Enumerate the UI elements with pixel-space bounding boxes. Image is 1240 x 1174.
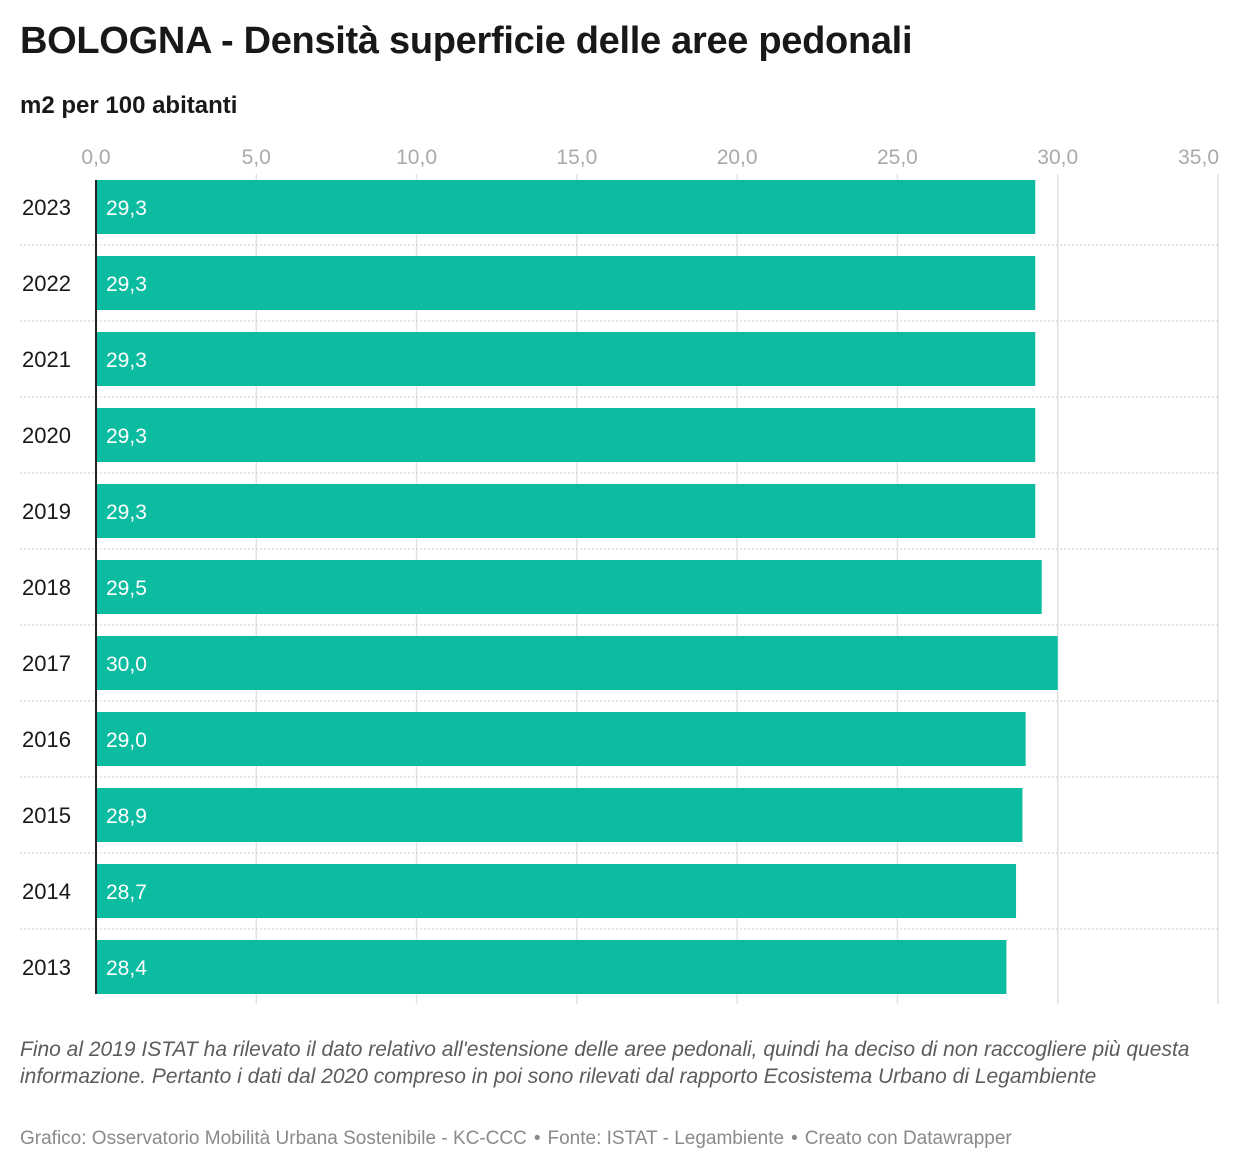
footer-separator: • <box>791 1128 798 1149</box>
bar-value-label: 29,3 <box>106 349 147 372</box>
bar-value-label: 30,0 <box>106 653 147 676</box>
bar <box>96 484 1036 538</box>
bar <box>96 560 1042 614</box>
bar-value-label: 29,3 <box>106 273 147 296</box>
x-tick-label: 25,0 <box>877 146 918 169</box>
category-label: 2020 <box>22 423 71 448</box>
x-tick-label: 30,0 <box>1037 146 1078 169</box>
footer-credit: Grafico: Osservatorio Mobilità Urbana So… <box>20 1128 527 1149</box>
footer-separator: • <box>533 1128 541 1149</box>
x-tick-label: 10,0 <box>396 146 437 169</box>
bar <box>96 256 1036 310</box>
bar <box>96 636 1058 690</box>
bar <box>96 408 1036 462</box>
category-label: 2013 <box>22 955 71 980</box>
x-tick-label: 15,0 <box>556 146 597 169</box>
chart-title: BOLOGNA - Densità superficie delle aree … <box>20 20 913 62</box>
bar-value-label: 29,5 <box>106 577 147 600</box>
bar-value-label: 28,4 <box>106 957 147 980</box>
x-tick-label: 5,0 <box>242 146 271 169</box>
bar-chart: 0,0 5,0 10,0 15,0 20,0 25,0 30,0 35,0 2023 29,3 20… <box>20 146 1219 1004</box>
bar <box>96 864 1017 918</box>
bar-value-label: 29,3 <box>106 425 147 448</box>
category-label: 2015 <box>22 803 71 828</box>
bar-value-label: 29,3 <box>106 197 147 220</box>
category-label: 2017 <box>22 651 71 676</box>
footer-tool: Creato con Datawrapper <box>804 1128 1012 1149</box>
bar-value-label: 29,3 <box>106 501 147 524</box>
bar <box>96 180 1036 234</box>
category-label: 2019 <box>22 499 71 524</box>
chart-notes: Fino al 2019 ISTAT ha rilevato il dato r… <box>20 1038 1190 1088</box>
bar <box>96 712 1026 766</box>
x-tick-label: 20,0 <box>717 146 758 169</box>
category-label: 2014 <box>22 879 71 904</box>
bar <box>96 332 1036 386</box>
category-label: 2022 <box>22 271 71 296</box>
x-tick-label: 0,0 <box>81 146 110 169</box>
x-tick-label: 35,0 <box>1178 146 1219 169</box>
chart-footer: Grafico: Osservatorio Mobilità Urbana So… <box>20 1128 1012 1150</box>
bar-value-label: 28,9 <box>106 805 147 828</box>
bar <box>96 940 1007 994</box>
category-label: 2018 <box>22 575 71 600</box>
chart-subtitle: m2 per 100 abitanti <box>20 92 238 119</box>
bar <box>96 788 1023 842</box>
footer-source: Fonte: ISTAT - Legambiente <box>547 1128 785 1149</box>
category-label: 2021 <box>22 347 71 372</box>
bar-value-label: 29,0 <box>106 729 147 752</box>
bar-value-label: 28,7 <box>106 881 147 904</box>
category-label: 2023 <box>22 195 71 220</box>
category-label: 2016 <box>22 727 71 752</box>
